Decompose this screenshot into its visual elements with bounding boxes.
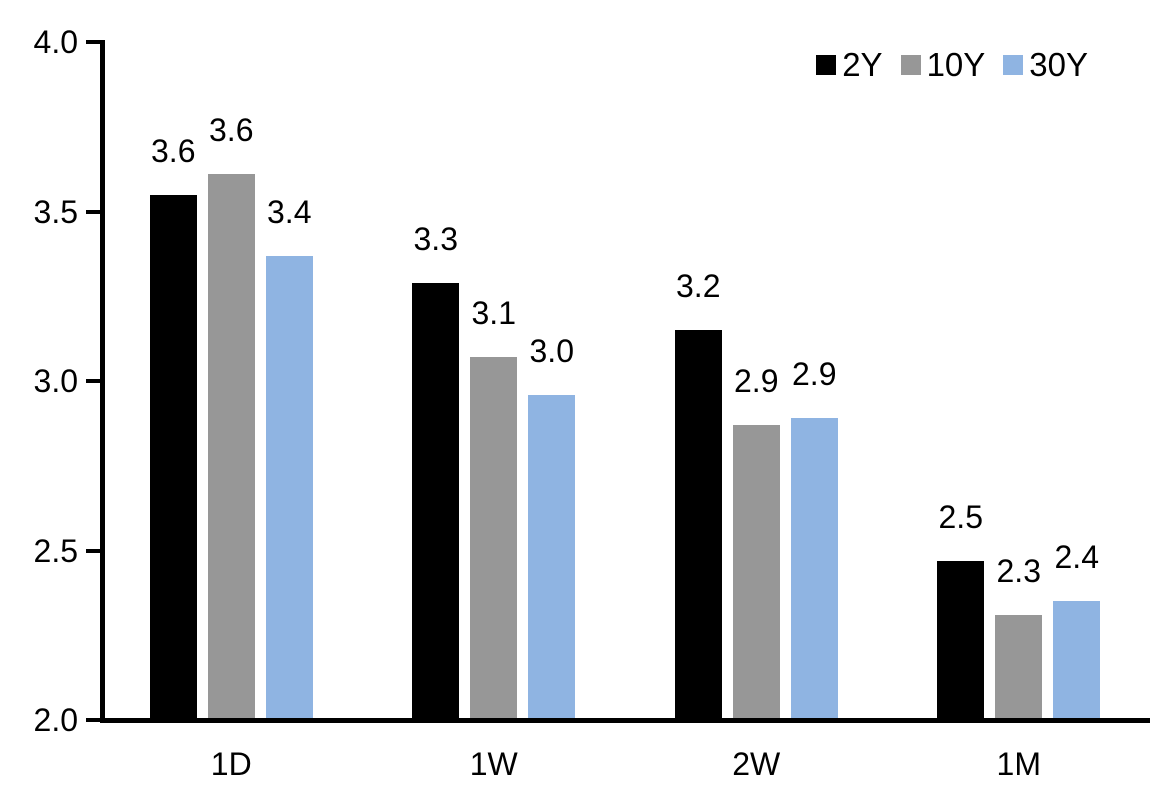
y-axis-tick [86,209,100,214]
bar-value-label: 2.4 [1054,539,1099,576]
legend-item-2y: 2Y [816,46,883,83]
y-axis-line [100,40,105,723]
y-axis-label: 4.0 [33,24,78,60]
y-axis-tick [86,548,100,553]
bar-value-label: 3.6 [209,112,254,149]
bar-10y-1d [207,174,255,718]
chart-legend: 2Y 10Y 30Y [816,48,1088,81]
legend-label: 10Y [926,46,986,83]
y-axis-tick [86,40,100,44]
legend-swatch-icon [1003,54,1024,75]
x-axis-line [100,718,1150,723]
bar-value-label: 2.9 [734,363,779,400]
bar-2y-1w [412,282,460,718]
bar-2y-2w [674,330,722,718]
bar-10y-2w [732,425,780,718]
x-axis-label-1d: 1D [210,746,252,782]
bar-2y-1d [149,194,197,718]
x-axis-label-1w: 1W [469,746,518,782]
x-axis-label-2w: 2W [732,746,781,782]
legend-label: 30Y [1029,46,1088,83]
y-axis-label: 3.0 [33,363,78,399]
y-axis-label: 3.5 [33,193,78,230]
legend-item-30y: 30Y [1003,48,1088,81]
legend-swatch-icon [816,54,837,75]
bar-value-label: 3.1 [471,295,516,332]
y-axis-tick [86,379,100,383]
y-axis-tick [86,718,100,722]
legend-item-10y: 10Y [900,46,986,83]
bar-value-label: 2.3 [996,552,1041,589]
bar-value-label: 3.0 [529,332,574,369]
bar-30y-1m [1053,601,1101,718]
bar-value-label: 3.2 [676,268,721,305]
bar-value-label: 2.9 [792,356,837,393]
bar-10y-1w [470,357,518,718]
y-axis-label: 2.0 [33,702,78,738]
x-axis-label-1m: 1M [996,746,1041,782]
bar-value-label: 3.4 [267,193,312,230]
bar-2y-1m [937,560,985,718]
bar-value-label: 2.5 [938,498,983,535]
bar-10y-1m [995,614,1043,718]
legend-swatch-icon [900,54,921,75]
bar-30y-1d [265,255,313,718]
bar-30y-2w [790,418,838,718]
y-axis-label: 2.5 [33,532,78,569]
bar-value-label: 3.6 [151,132,196,169]
legend-label: 2Y [842,46,883,83]
bar-30y-1w [528,394,576,718]
bar-value-label: 3.3 [413,220,458,257]
